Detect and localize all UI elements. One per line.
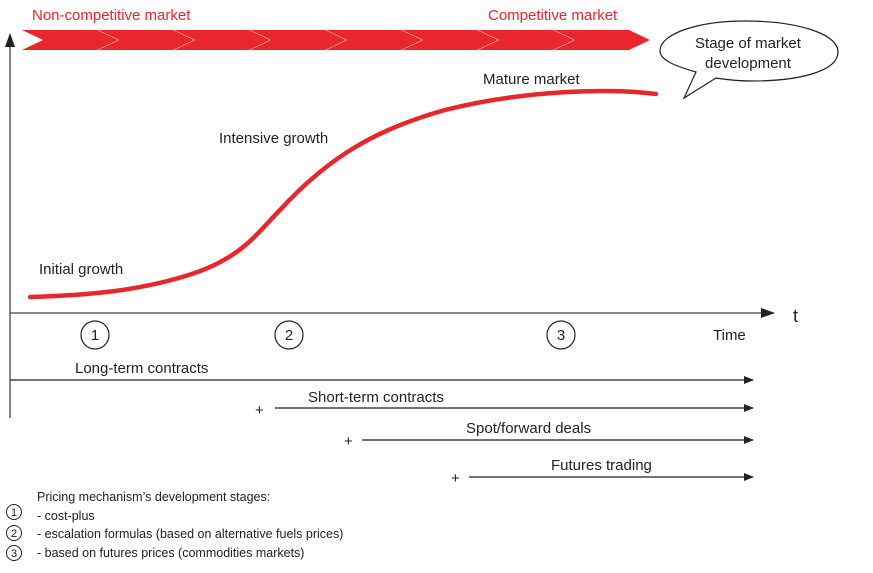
legend-item-2: 2 - escalation formulas (based on altern…	[6, 525, 343, 541]
chevron-2	[98, 30, 194, 50]
legend-number: 3	[11, 548, 17, 560]
legend-circle	[6, 504, 22, 520]
legend-text: - escalation formulas (based on alternat…	[37, 527, 343, 541]
chevron-1	[22, 30, 118, 50]
contract-futures: + Futures trading	[451, 457, 754, 487]
chevron-4	[250, 30, 346, 50]
chevron-8	[554, 30, 650, 50]
growth-curve	[27, 88, 659, 300]
pricing-legend: Pricing mechanism’s development stages: …	[6, 490, 343, 561]
stage-marker-1: 1	[80, 320, 110, 350]
bubble-text-line2: development	[705, 55, 792, 72]
stage-bubble: Stage of market development	[659, 20, 839, 100]
chevron-6	[402, 30, 498, 50]
legend-title: Pricing mechanism’s development stages:	[37, 490, 270, 504]
t-axis-label: t	[793, 306, 798, 326]
legend-number: 2	[11, 528, 17, 540]
stage-number: 3	[557, 327, 565, 344]
contract-label: Spot/forward deals	[466, 420, 591, 437]
initial-growth-label: Initial growth	[39, 261, 123, 278]
legend-item-1: 1 - cost-plus	[6, 504, 95, 523]
contract-short-term: + Short-term contracts	[255, 389, 754, 419]
legend-text: - cost-plus	[37, 509, 95, 523]
stage-marker-2: 2	[274, 320, 304, 350]
stage-marker-3: 3	[546, 320, 576, 350]
chevron-5	[326, 30, 422, 50]
contract-spot-forward: + Spot/forward deals	[344, 420, 754, 450]
legend-text: - based on futures prices (commodities m…	[37, 546, 304, 560]
non-competitive-market-label: Non-competitive market	[32, 7, 191, 24]
bubble-text-line1: Stage of market	[695, 35, 802, 52]
stage-number: 2	[285, 327, 293, 344]
chevron-3	[174, 30, 270, 50]
bubble-shape	[659, 20, 839, 100]
contract-prefix: +	[255, 402, 264, 419]
intensive-growth-label: Intensive growth	[219, 130, 328, 147]
contract-label: Short-term contracts	[308, 389, 444, 406]
stage-circle	[546, 320, 576, 350]
contract-prefix: +	[451, 470, 460, 487]
chevron-7	[478, 30, 574, 50]
mature-market-label: Mature market	[483, 71, 581, 88]
legend-circle	[6, 545, 22, 561]
chevron-band	[22, 30, 650, 50]
time-label: Time	[713, 327, 746, 344]
contract-label: Long-term contracts	[75, 360, 208, 377]
contract-long-term: Long-term contracts	[10, 360, 754, 384]
legend-number: 1	[11, 507, 17, 519]
contract-prefix: +	[344, 433, 353, 450]
stage-circle	[80, 320, 110, 350]
stage-circle	[274, 320, 304, 350]
competitive-market-label: Competitive market	[488, 7, 618, 24]
stage-number: 1	[91, 327, 99, 344]
legend-circle	[6, 525, 22, 541]
contract-label: Futures trading	[551, 457, 652, 474]
legend-item-3: 3 - based on futures prices (commodities…	[6, 545, 304, 561]
